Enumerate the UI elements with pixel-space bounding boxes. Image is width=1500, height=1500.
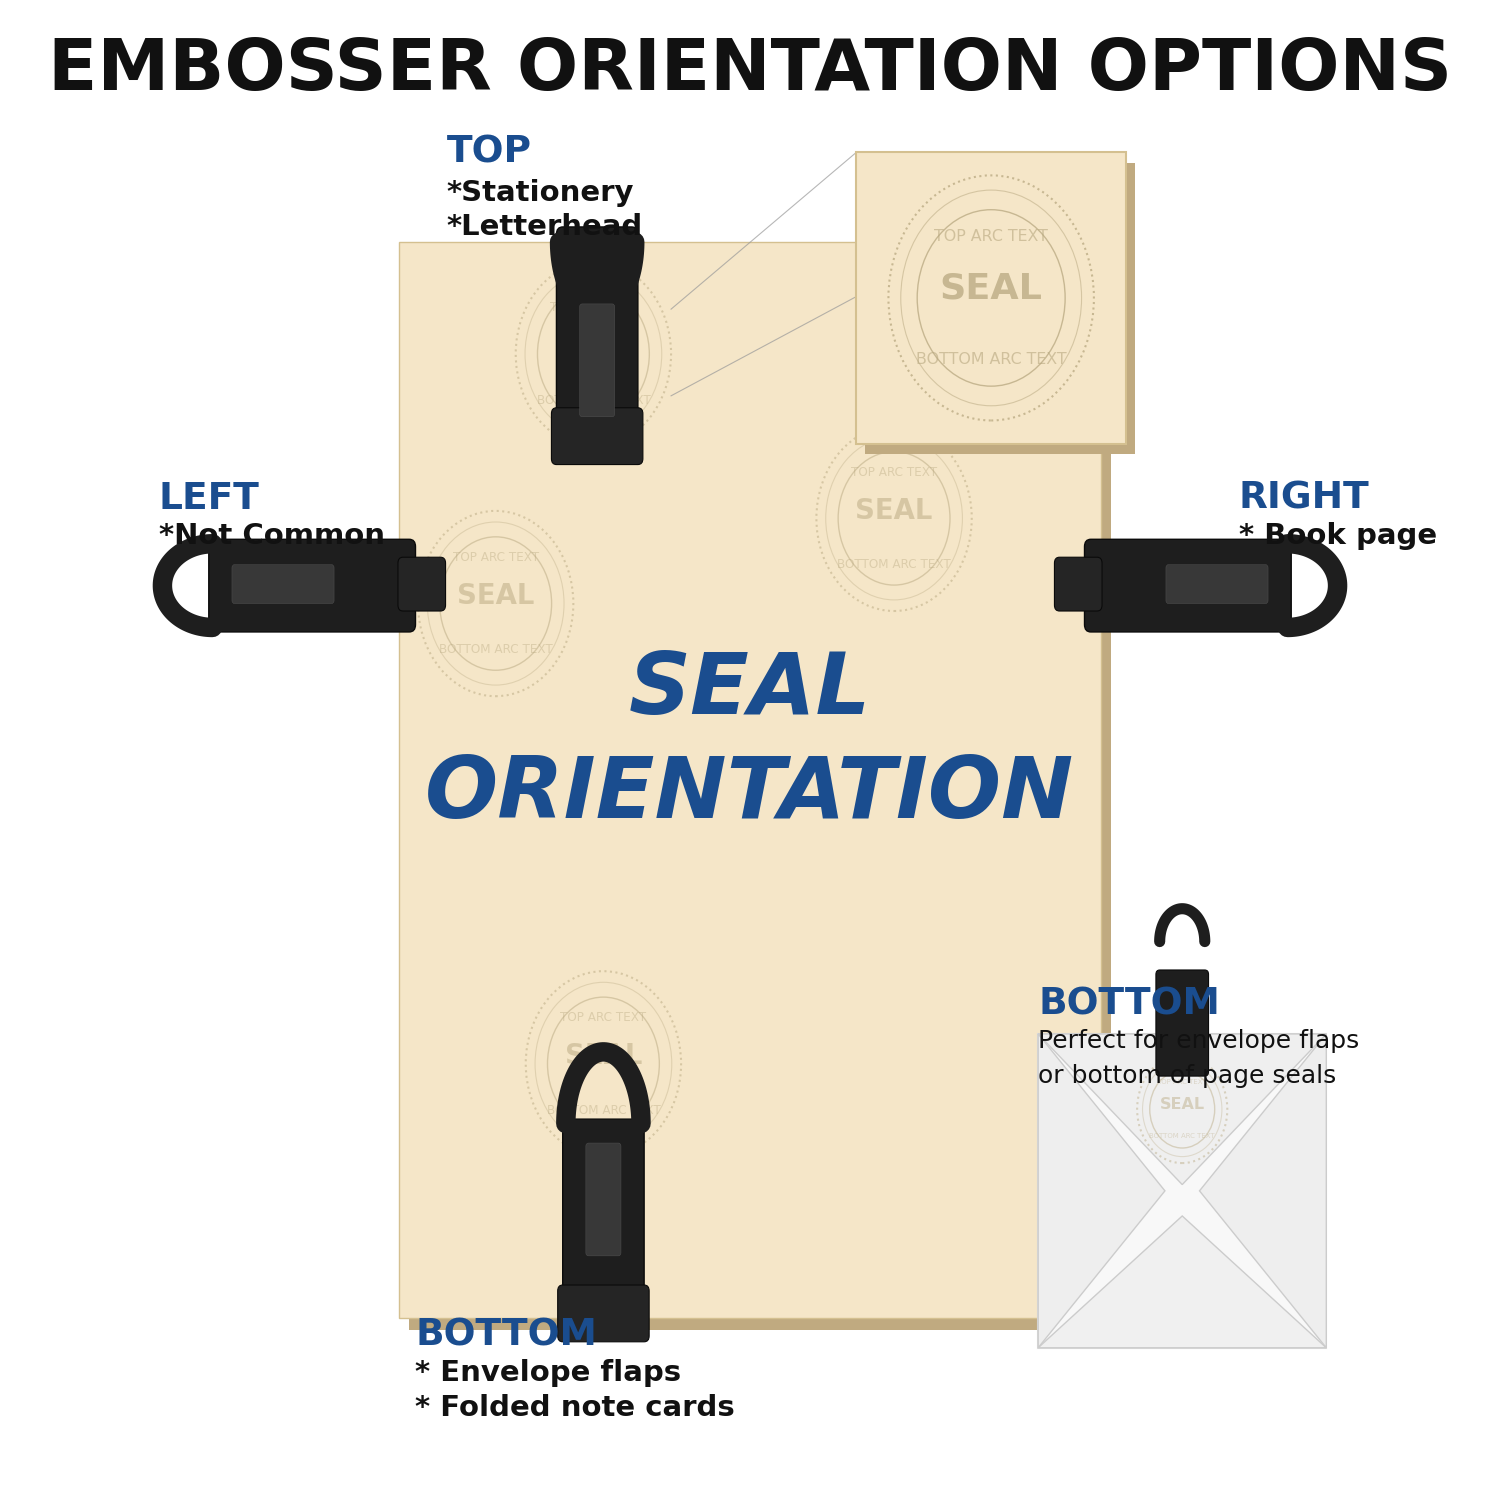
Polygon shape	[1200, 1034, 1326, 1348]
Text: BOTTOM ARC TEXT: BOTTOM ARC TEXT	[1149, 1132, 1215, 1138]
Text: BOTTOM: BOTTOM	[1038, 986, 1220, 1022]
Text: BOTTOM ARC TEXT: BOTTOM ARC TEXT	[837, 558, 951, 572]
Text: * Folded note cards: * Folded note cards	[416, 1394, 735, 1422]
Text: SEAL: SEAL	[628, 648, 872, 732]
FancyBboxPatch shape	[232, 564, 334, 603]
FancyBboxPatch shape	[1084, 540, 1292, 632]
Text: TOP ARC TEXT: TOP ARC TEXT	[934, 230, 1048, 244]
Text: Perfect for envelope flaps: Perfect for envelope flaps	[1038, 1029, 1359, 1053]
FancyBboxPatch shape	[1166, 564, 1268, 603]
Text: TOP ARC TEXT: TOP ARC TEXT	[453, 550, 538, 564]
Text: SEAL: SEAL	[458, 582, 534, 610]
Text: * Envelope flaps: * Envelope flaps	[416, 1359, 681, 1388]
FancyBboxPatch shape	[562, 1119, 644, 1329]
FancyBboxPatch shape	[556, 226, 638, 436]
Text: *Not Common: *Not Common	[159, 522, 384, 550]
FancyBboxPatch shape	[856, 152, 1126, 444]
Text: TOP ARC TEXT: TOP ARC TEXT	[850, 465, 938, 478]
Text: SEAL: SEAL	[855, 496, 933, 525]
Text: TOP: TOP	[447, 134, 532, 170]
Text: TOP ARC TEXT: TOP ARC TEXT	[1158, 1080, 1208, 1086]
FancyBboxPatch shape	[552, 408, 644, 465]
Text: SEAL: SEAL	[555, 333, 632, 360]
FancyBboxPatch shape	[398, 556, 445, 610]
Text: BOTTOM ARC TEXT: BOTTOM ARC TEXT	[916, 351, 1066, 366]
Text: *Stationery: *Stationery	[447, 178, 634, 207]
FancyBboxPatch shape	[579, 304, 615, 417]
FancyBboxPatch shape	[558, 1286, 650, 1342]
Text: SEAL: SEAL	[564, 1042, 642, 1071]
Polygon shape	[1038, 1034, 1166, 1348]
Text: TOP ARC TEXT: TOP ARC TEXT	[550, 302, 636, 313]
Text: SEAL: SEAL	[1160, 1098, 1204, 1113]
Text: *Letterhead: *Letterhead	[447, 213, 644, 242]
FancyBboxPatch shape	[1054, 556, 1102, 610]
Text: BOTTOM: BOTTOM	[416, 1318, 597, 1354]
Text: EMBOSSER ORIENTATION OPTIONS: EMBOSSER ORIENTATION OPTIONS	[48, 36, 1452, 105]
FancyBboxPatch shape	[1156, 970, 1209, 1076]
Text: or bottom of page seals: or bottom of page seals	[1038, 1064, 1336, 1088]
Text: ORIENTATION: ORIENTATION	[426, 753, 1074, 837]
Text: BOTTOM ARC TEXT: BOTTOM ARC TEXT	[537, 394, 651, 406]
Text: BOTTOM ARC TEXT: BOTTOM ARC TEXT	[440, 644, 552, 657]
Text: LEFT: LEFT	[159, 482, 260, 518]
Text: RIGHT: RIGHT	[1239, 482, 1370, 518]
Text: BOTTOM ARC TEXT: BOTTOM ARC TEXT	[546, 1104, 660, 1116]
FancyBboxPatch shape	[1038, 1034, 1326, 1348]
FancyBboxPatch shape	[410, 254, 1112, 1330]
Text: SEAL: SEAL	[939, 272, 1042, 304]
FancyBboxPatch shape	[586, 1143, 621, 1256]
FancyBboxPatch shape	[399, 242, 1101, 1318]
FancyBboxPatch shape	[209, 540, 416, 632]
Polygon shape	[1038, 1216, 1326, 1348]
Text: TOP ARC TEXT: TOP ARC TEXT	[561, 1011, 646, 1025]
Text: * Book page: * Book page	[1239, 522, 1437, 550]
FancyBboxPatch shape	[865, 162, 1134, 454]
Polygon shape	[1038, 1034, 1326, 1185]
